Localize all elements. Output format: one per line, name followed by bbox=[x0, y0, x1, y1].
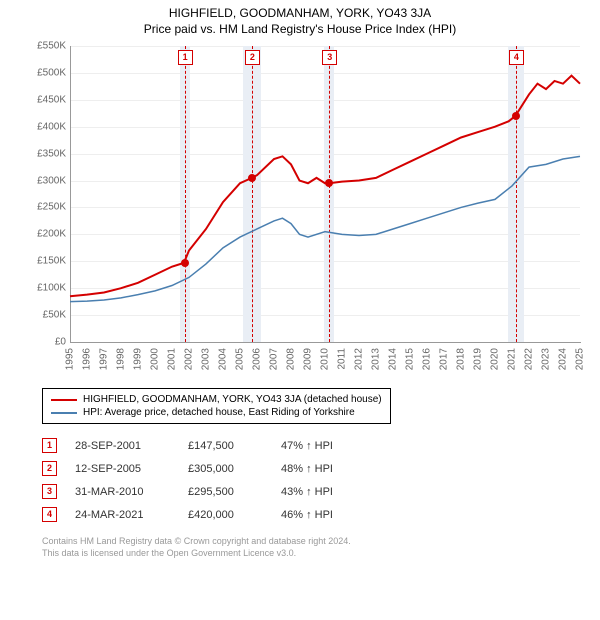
footer: Contains HM Land Registry data © Crown c… bbox=[42, 536, 600, 559]
legend: HIGHFIELD, GOODMANHAM, YORK, YO43 3JA (d… bbox=[42, 388, 391, 424]
x-tick-label: 2004 bbox=[218, 348, 229, 370]
x-tick-label: 2015 bbox=[405, 348, 416, 370]
row-pct: 46% ↑ HPI bbox=[281, 509, 381, 521]
chart-title: HIGHFIELD, GOODMANHAM, YORK, YO43 3JA bbox=[0, 0, 600, 20]
chart-container: HIGHFIELD, GOODMANHAM, YORK, YO43 3JA Pr… bbox=[0, 0, 600, 620]
marker-dot bbox=[325, 179, 333, 187]
marker-dot bbox=[248, 174, 256, 182]
x-tick-label: 2023 bbox=[541, 348, 552, 370]
x-tick-label: 2014 bbox=[388, 348, 399, 370]
x-tick-label: 2021 bbox=[507, 348, 518, 370]
x-tick-label: 2016 bbox=[422, 348, 433, 370]
x-tick-label: 2019 bbox=[473, 348, 484, 370]
x-tick-label: 2018 bbox=[456, 348, 467, 370]
table-row: 1 28-SEP-2001 £147,500 47% ↑ HPI bbox=[42, 434, 600, 457]
row-price: £147,500 bbox=[188, 440, 263, 452]
x-tick-label: 1999 bbox=[133, 348, 144, 370]
row-date: 31-MAR-2010 bbox=[75, 486, 170, 498]
row-marker-box: 1 bbox=[42, 438, 57, 453]
row-date: 12-SEP-2005 bbox=[75, 463, 170, 475]
x-tick-label: 1997 bbox=[99, 348, 110, 370]
x-tick-label: 1998 bbox=[116, 348, 127, 370]
chart-subtitle: Price paid vs. HM Land Registry's House … bbox=[0, 20, 600, 40]
x-tick-label: 1996 bbox=[82, 348, 93, 370]
legend-item: HPI: Average price, detached house, East… bbox=[51, 406, 382, 419]
x-tick-label: 2006 bbox=[252, 348, 263, 370]
series-svg bbox=[30, 40, 584, 346]
x-tick-label: 2012 bbox=[354, 348, 365, 370]
row-pct: 48% ↑ HPI bbox=[281, 463, 381, 475]
row-price: £420,000 bbox=[188, 509, 263, 521]
row-pct: 47% ↑ HPI bbox=[281, 440, 381, 452]
x-tick-label: 2003 bbox=[201, 348, 212, 370]
marker-table: 1 28-SEP-2001 £147,500 47% ↑ HPI 2 12-SEP-200… bbox=[42, 434, 600, 526]
x-tick-label: 2011 bbox=[337, 348, 348, 370]
marker-box: 2 bbox=[245, 50, 260, 65]
legend-item: HIGHFIELD, GOODMANHAM, YORK, YO43 3JA (d… bbox=[51, 393, 382, 406]
x-tick-label: 2010 bbox=[320, 348, 331, 370]
legend-label: HPI: Average price, detached house, East… bbox=[83, 407, 355, 418]
row-marker-box: 3 bbox=[42, 484, 57, 499]
row-price: £295,500 bbox=[188, 486, 263, 498]
row-date: 24-MAR-2021 bbox=[75, 509, 170, 521]
x-tick-label: 2005 bbox=[235, 348, 246, 370]
footer-line-2: This data is licensed under the Open Gov… bbox=[42, 548, 600, 560]
row-date: 28-SEP-2001 bbox=[75, 440, 170, 452]
x-tick-label: 2022 bbox=[524, 348, 535, 370]
row-pct: 43% ↑ HPI bbox=[281, 486, 381, 498]
table-row: 2 12-SEP-2005 £305,000 48% ↑ HPI bbox=[42, 457, 600, 480]
footer-line-1: Contains HM Land Registry data © Crown c… bbox=[42, 536, 600, 548]
marker-dot bbox=[512, 112, 520, 120]
x-tick-label: 2009 bbox=[303, 348, 314, 370]
x-tick-label: 2007 bbox=[269, 348, 280, 370]
x-tick-label: 2025 bbox=[575, 348, 586, 370]
x-tick-label: 2000 bbox=[150, 348, 161, 370]
x-tick-label: 2008 bbox=[286, 348, 297, 370]
x-tick-label: 2001 bbox=[167, 348, 178, 370]
x-tick-label: 2013 bbox=[371, 348, 382, 370]
series-line bbox=[70, 76, 580, 297]
x-tick-label: 2002 bbox=[184, 348, 195, 370]
legend-label: HIGHFIELD, GOODMANHAM, YORK, YO43 3JA (d… bbox=[83, 394, 382, 405]
x-tick-label: 2017 bbox=[439, 348, 450, 370]
legend-swatch bbox=[51, 399, 77, 401]
marker-box: 3 bbox=[322, 50, 337, 65]
legend-swatch bbox=[51, 412, 77, 414]
row-marker-box: 2 bbox=[42, 461, 57, 476]
x-tick-label: 1995 bbox=[65, 348, 76, 370]
chart-area: £0£50K£100K£150K£200K£250K£300K£350K£400… bbox=[30, 40, 590, 380]
marker-box: 1 bbox=[178, 50, 193, 65]
row-price: £305,000 bbox=[188, 463, 263, 475]
marker-box: 4 bbox=[509, 50, 524, 65]
x-tick-label: 2020 bbox=[490, 348, 501, 370]
table-row: 4 24-MAR-2021 £420,000 46% ↑ HPI bbox=[42, 503, 600, 526]
x-tick-label: 2024 bbox=[558, 348, 569, 370]
row-marker-box: 4 bbox=[42, 507, 57, 522]
marker-dot bbox=[181, 259, 189, 267]
table-row: 3 31-MAR-2010 £295,500 43% ↑ HPI bbox=[42, 480, 600, 503]
